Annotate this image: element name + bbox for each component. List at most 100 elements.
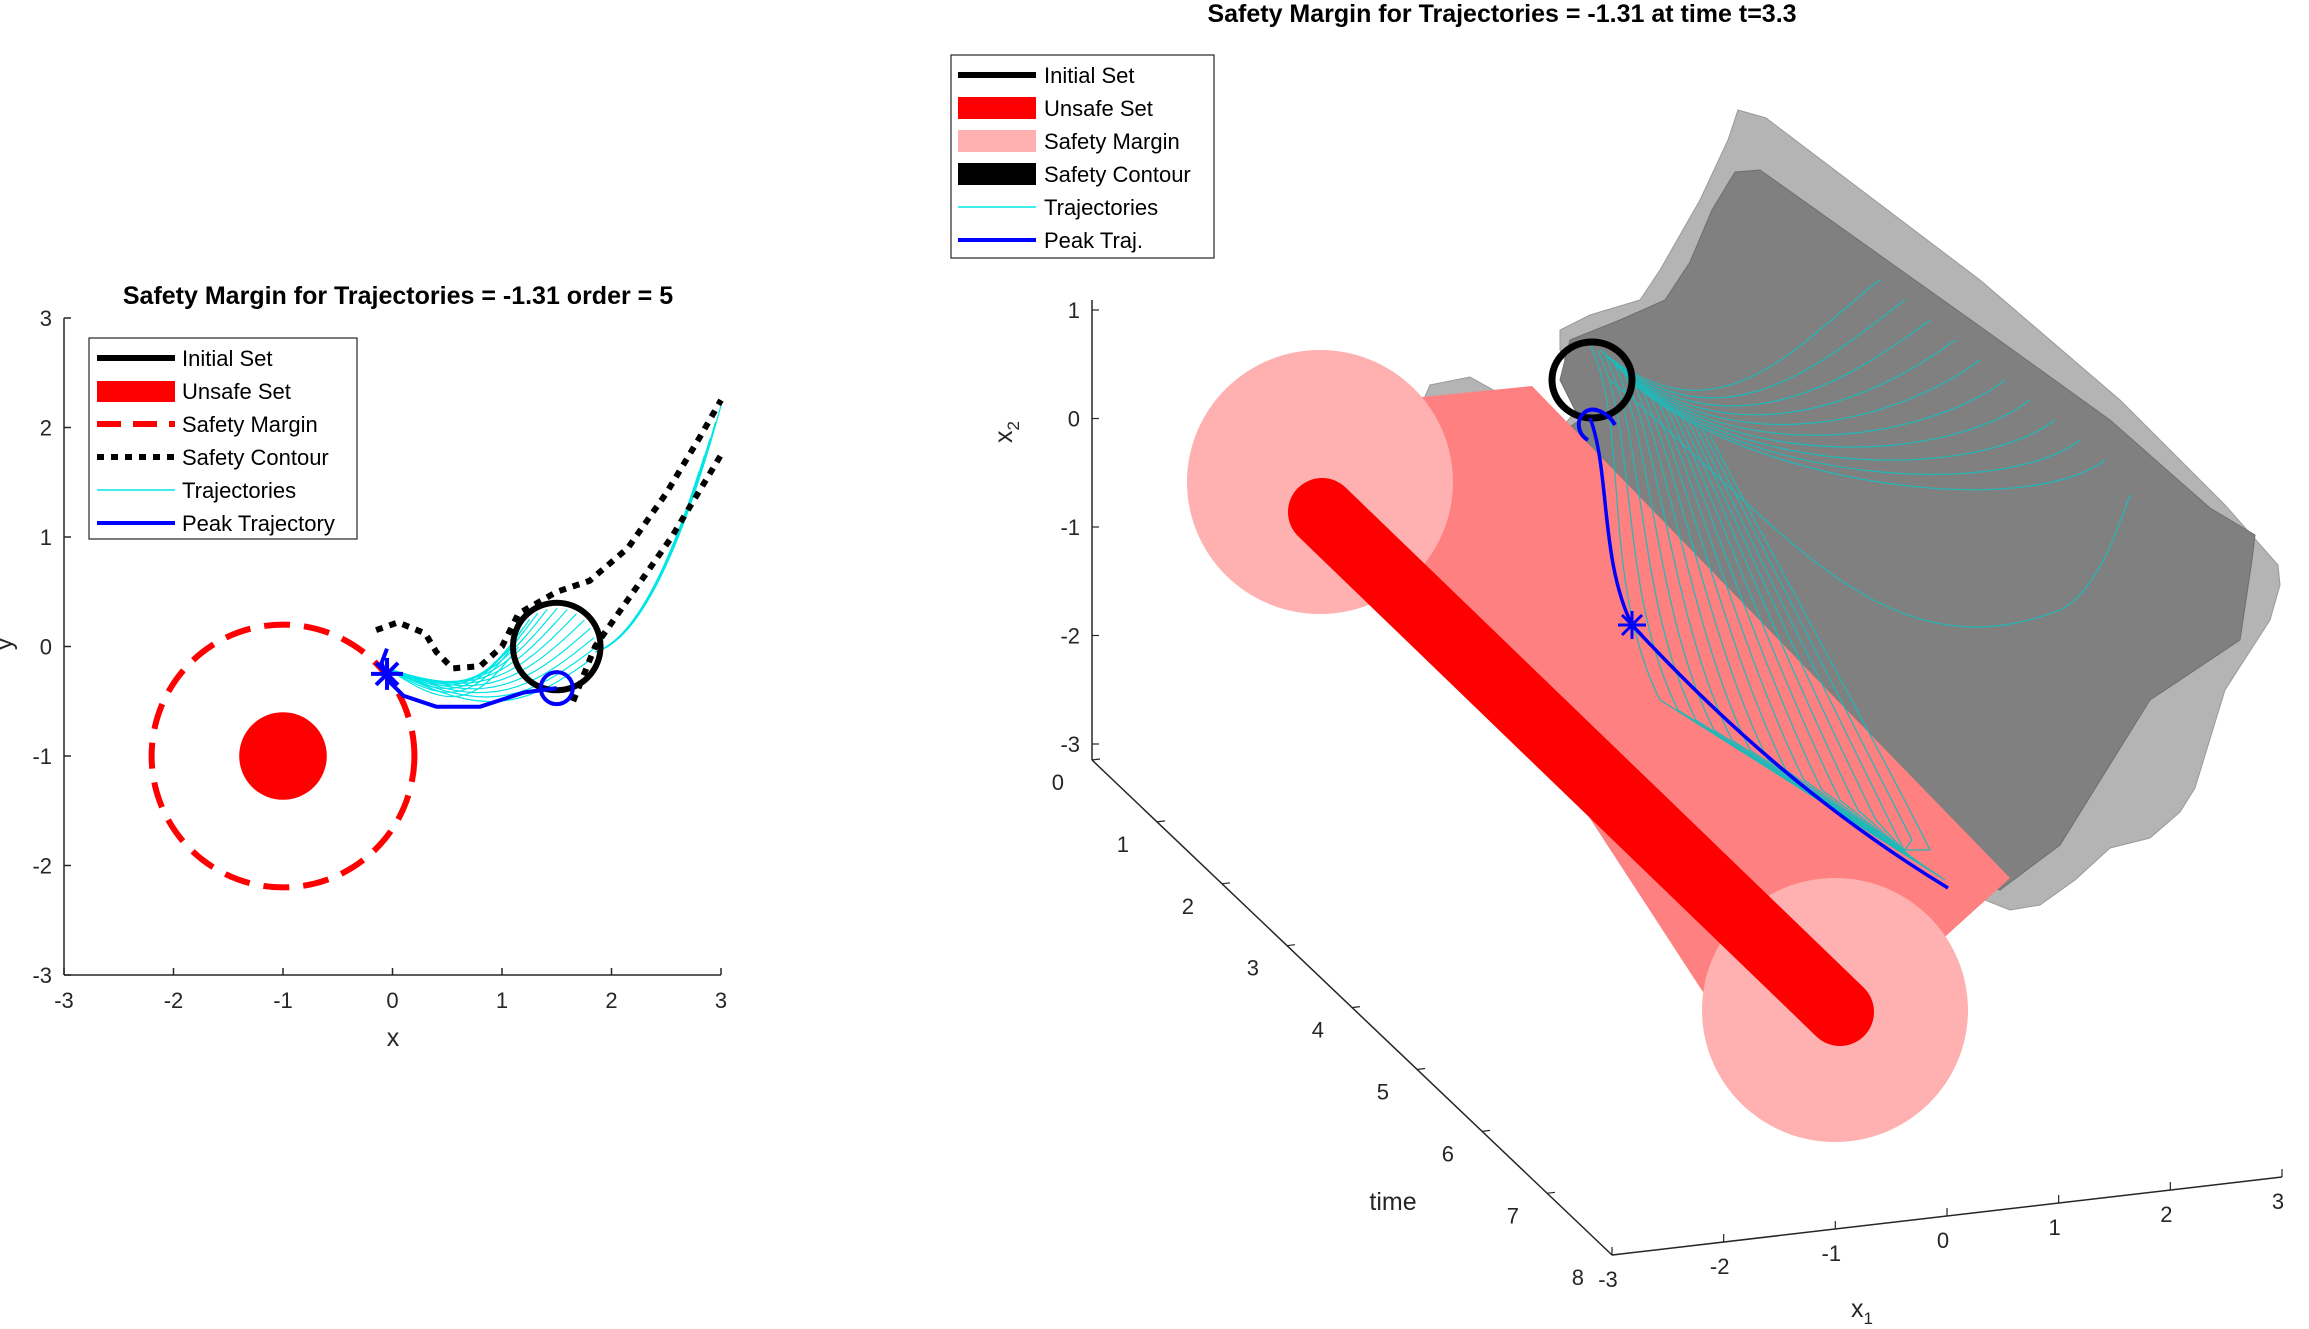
unsafe-set [239, 712, 327, 800]
trajectory-3d [1677, 410, 1913, 859]
y-tick-label: 3 [40, 306, 52, 331]
time-tick-mark [1481, 1129, 1491, 1132]
time-tick-label: 0 [1052, 770, 1064, 795]
legend-3d-contour-label: Safety Contour [1044, 162, 1191, 187]
safety-contour-upper [375, 398, 724, 672]
plot-2d-legend: Initial Set Unsafe Set Safety Margin Saf… [88, 337, 358, 540]
time-tick-label: 1 [1117, 832, 1129, 857]
time-tick-mark [1611, 1253, 1621, 1256]
plot-3d: Safety Margin for Trajectories = -1.31 a… [950, 0, 2284, 1328]
trajectory-line [386, 609, 568, 683]
y-tick-label: -3 [32, 963, 52, 988]
trajectory-3d [1631, 381, 2081, 475]
trajectory-3d [1597, 350, 1943, 879]
time-tick-label: 7 [1507, 1203, 1519, 1228]
y-tick-label: 1 [40, 525, 52, 550]
trajectory-3d [1605, 356, 1940, 877]
plot-3d-legend-box [950, 54, 1215, 259]
legend-3d-unsafe-label: Unsafe Set [1044, 96, 1153, 121]
peak-marker-3d [1618, 611, 1646, 639]
peak-point-marker [371, 657, 404, 690]
x-tick-label: -1 [273, 988, 293, 1013]
legend-3d-margin-swatch [958, 130, 1036, 152]
trajectory-3d [1623, 373, 2031, 448]
time-tick-label: 6 [1442, 1141, 1454, 1166]
time-tick-mark [1091, 758, 1101, 761]
x2-tick-label: 1 [1068, 298, 1080, 323]
x1-tick-label: -1 [1822, 1241, 1842, 1266]
trajectory-3d [1637, 380, 1928, 869]
safety-margin-circle [148, 621, 418, 891]
peak-circle-3d [1576, 407, 1617, 442]
trajectory-3d [1635, 385, 2106, 491]
x-tick-label: -3 [54, 988, 74, 1013]
trajectory-3d [1669, 404, 1916, 861]
plot-3d-trajectories [1589, 279, 2131, 881]
peak-trajectory [379, 647, 558, 709]
time-tick-label: 2 [1182, 894, 1194, 919]
legend-3d-margin-label: Safety Margin [1044, 129, 1180, 154]
legend-2d-unsafe-swatch [97, 381, 175, 402]
trajectory-3d [1609, 379, 2131, 628]
x1-tick-label: 0 [1937, 1228, 1949, 1253]
trajectory-3d [1627, 377, 2056, 461]
x1-tick-label: 1 [2049, 1215, 2061, 1240]
plot-3d-ticks: 1 0 -1 -2 -3 0 1 2 3 4 5 6 7 8 -3 -2 -1 0 1 2 3 [1052, 298, 2284, 1292]
unsafe-bar-3d [1288, 478, 1874, 1046]
trajectory-3d [1615, 359, 1981, 426]
legend-2d-margin-label: Safety Margin [182, 412, 318, 437]
x2-tick-label: -2 [1060, 624, 1080, 649]
time-tick-label: 3 [1247, 956, 1259, 981]
plot-3d-x1-label: x1 [1851, 1295, 1873, 1328]
legend-3d-traj-label: Trajectories [1044, 195, 1158, 220]
trajectory-3d [1693, 422, 1907, 855]
x1-tick-label: -3 [1598, 1267, 1618, 1292]
x1-tick-label: 3 [2272, 1189, 2284, 1214]
trajectory-3d [1611, 339, 1956, 416]
plot-3d-x2-label: x2 [990, 421, 1023, 443]
trajectory-line [594, 421, 717, 653]
x1-tick-label: 2 [2160, 1202, 2172, 1227]
y-tick-label: 0 [40, 635, 52, 660]
time-tick-mark [1221, 882, 1231, 885]
time-tick-mark [1546, 1191, 1556, 1194]
plot-2d: Safety Margin for Trajectories = -1.31 o… [0, 282, 727, 1052]
x2-tick-label: 0 [1068, 407, 1080, 432]
initial-set [509, 599, 604, 694]
time-tick-label: 8 [1572, 1265, 1584, 1290]
legend-2d-initial-label: Initial Set [182, 346, 273, 371]
x-tick-label: 2 [605, 988, 617, 1013]
plot-3d-time-label: time [1369, 1188, 1416, 1216]
y-tick-label: -1 [32, 744, 52, 769]
x-tick-label: 0 [386, 988, 398, 1013]
x1-tick-label: -2 [1710, 1254, 1730, 1279]
legend-3d-unsafe-swatch [958, 97, 1036, 119]
plot-2d-ylabel: y [0, 637, 18, 650]
trajectory-3d [1589, 344, 1946, 881]
trajectory-line [386, 636, 521, 693]
safety-contour-lower [570, 453, 724, 703]
plot-3d-legend: Initial Set Unsafe Set Safety Margin Saf… [950, 54, 1215, 259]
legend-3d-peak-label: Peak Traj. [1044, 228, 1143, 253]
trajectory-3d [1629, 374, 1931, 871]
plot-2d-legend-box [88, 337, 358, 540]
trajectory-3d [1619, 369, 2006, 436]
trajectory-3d [1701, 428, 1913, 853]
x2-tick-label: -1 [1060, 515, 1080, 540]
peak-point-stroke [374, 661, 400, 687]
time-tick-mark [1156, 820, 1166, 823]
plot-2d-xlabel: x [387, 1024, 400, 1052]
x-tick-label: 1 [496, 988, 508, 1013]
trajectory-line [386, 627, 524, 690]
trajectory-3d [1661, 398, 1919, 863]
trajectory-3d [1599, 279, 1881, 391]
y-tick-label: 2 [40, 416, 52, 441]
time-tick-label: 4 [1312, 1018, 1324, 1043]
x2-tick-label: -3 [1060, 732, 1080, 757]
trajectory-line [386, 647, 596, 698]
legend-3d-contour-swatch [958, 163, 1036, 185]
time-tick-mark [1416, 1067, 1426, 1071]
trajectory-3d [1621, 368, 1934, 873]
legend-2d-contour-label: Safety Contour [182, 445, 329, 470]
